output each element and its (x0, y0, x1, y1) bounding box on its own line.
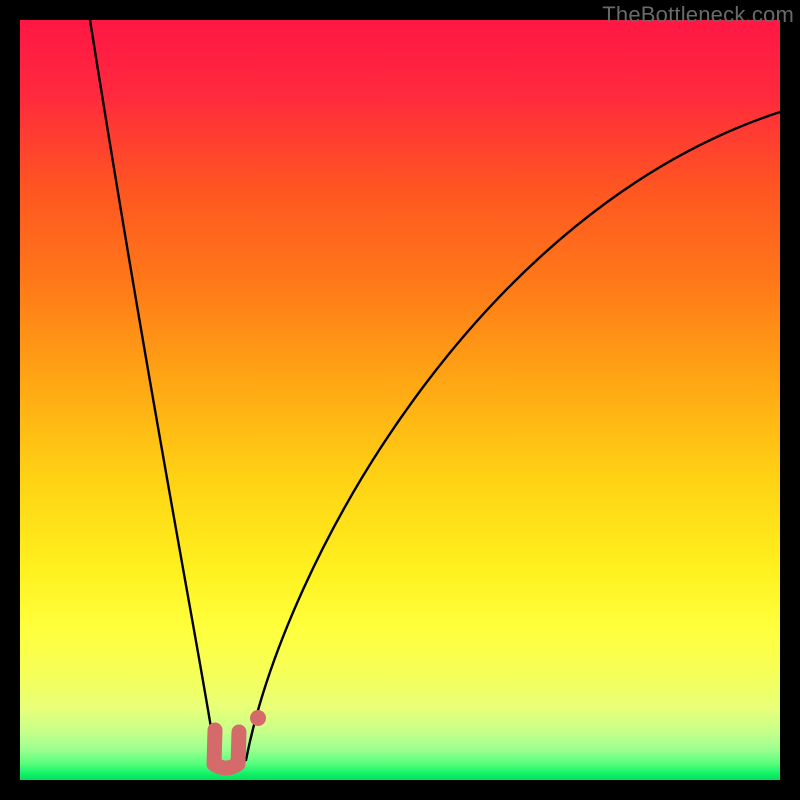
valley-u-marker (214, 730, 239, 768)
bottleneck-curve (90, 20, 780, 764)
chart-curves (0, 0, 800, 800)
curve-dot-marker (250, 710, 266, 726)
